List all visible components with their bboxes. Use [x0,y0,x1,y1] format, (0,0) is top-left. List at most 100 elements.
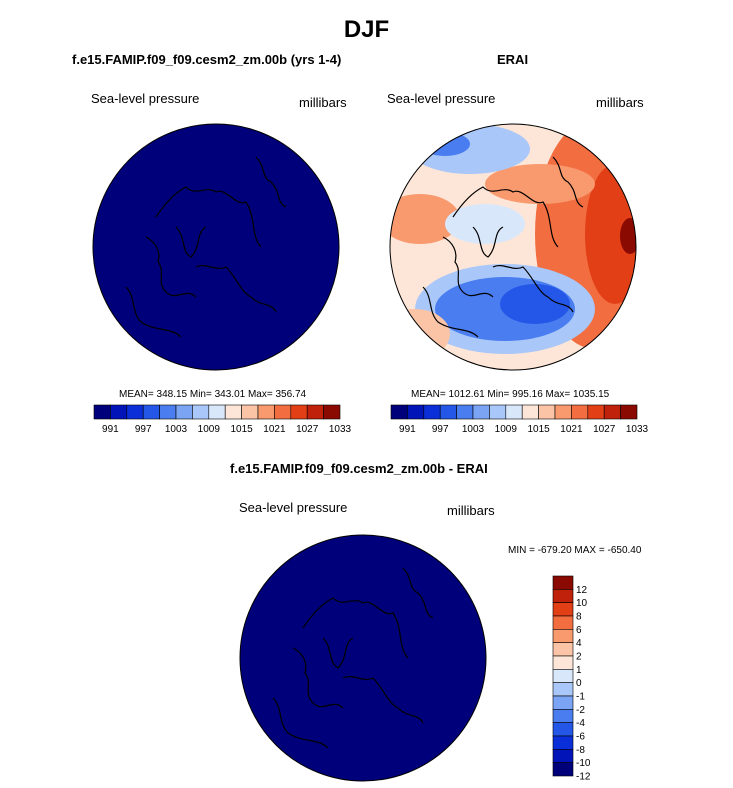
colorbar-tick-label: 991 [102,424,119,435]
colorbar-tick-label: 1 [576,665,582,676]
colorbar-tick-label: 0 [576,678,582,689]
colorbar-box [306,404,324,420]
coastline [125,286,182,338]
coastline [322,637,354,669]
colorbar-box [552,615,574,630]
colorbar-box [552,655,574,670]
model-stats: MEAN= 348.15 Min= 343.01 Max= 356.74 [119,389,307,400]
map-fill-group [240,535,486,781]
diff-stats: MIN = -679.20 MAX = -650.40 [508,545,642,556]
colorbar-tick-label: 1027 [296,424,319,435]
diff-polar-map [239,534,487,782]
obs-variable-label: Sea-level pressure [387,91,496,106]
colorbar-tick-label: 1015 [230,424,253,435]
colorbar-box [423,404,441,420]
map-fill-group [390,124,636,370]
coastline [452,186,559,248]
colorbar-box [552,602,574,617]
high-pressure-north [485,164,595,204]
colorbar-box [552,575,574,590]
colorbar-tick-label: -12 [576,772,591,783]
colorbar-tick-label: -8 [576,745,585,756]
colorbar-tick-label: -2 [576,705,585,716]
high-pressure-west [390,194,460,244]
colorbar-box [472,404,490,420]
coastline [442,236,494,298]
coastline [255,156,287,208]
obs-panel-title: ERAI [497,52,529,67]
colorbar-tick-label: 1009 [495,424,518,435]
figure-title: DJF [343,16,390,43]
colorbar-tick-label: 1003 [165,424,188,435]
high-pressure-max [620,218,636,254]
coastline [552,156,584,208]
coastline [195,264,277,313]
coastline [272,697,329,749]
neutral-region [445,204,525,244]
colorbar-tick-label: -4 [576,718,585,729]
colorbar-box [620,404,638,420]
colorbar-box [552,709,574,723]
colorbar-box [489,404,507,420]
model-units-label: millibars [299,95,347,110]
colorbar-box [175,404,193,420]
map-fill-group [93,124,339,370]
colorbar-box [407,404,425,420]
diff-panel-title: f.e15.FAMIP.f09_f09.cesm2_zm.00b - ERAI [230,461,488,476]
coastline [155,186,262,248]
colorbar-tick-label: -10 [576,758,591,769]
colorbar-tick-label: 1015 [527,424,550,435]
colorbar-box [224,404,242,420]
coastline [292,647,344,709]
colorbar-tick-label: 1003 [462,424,485,435]
colorbar-box [552,695,574,710]
colorbar-box [552,589,574,603]
model-variable-label: Sea-level pressure [91,91,200,106]
model-polar-map [92,123,340,371]
coastline [492,264,574,313]
colorbar-box [552,735,574,750]
coastline [402,567,434,619]
map-border [92,123,340,371]
colorbar-box [552,669,574,683]
colorbar-tick-label: 1027 [593,424,616,435]
colorbar-tick-label: 1033 [329,424,352,435]
colorbar-box [192,404,210,420]
colorbar-box [390,404,408,420]
colorbar-box [552,642,574,657]
colorbar-tick-label: 1021 [560,424,583,435]
obs-units-label: millibars [596,95,644,110]
model-colorbar: 991 997 1003 1009 1015 1021 1027 1033 [93,404,352,435]
colorbar-box [538,404,556,420]
colorbar-tick-label: 10 [576,598,588,609]
colorbar-box [552,722,574,737]
diff-variable-label: Sea-level pressure [239,500,348,515]
colorbar-tick-label: 8 [576,612,582,623]
colorbar-tick-label: 991 [399,424,416,435]
low-pressure-core [500,284,570,324]
coastline [145,236,197,298]
colorbar-tick-label: 6 [576,625,582,636]
colorbar-box [274,404,292,420]
obs-colorbar: 991 997 1003 1009 1015 1021 1027 1033 [390,404,649,435]
diff-units-label: millibars [447,503,495,518]
colorbar-box [110,404,128,420]
colorbar-box [552,629,574,643]
colorbar-box [552,682,574,697]
colorbar-box [126,404,144,420]
colorbar-box [439,404,457,420]
colorbar-box [290,404,308,420]
obs-stats: MEAN= 1012.61 Min= 995.16 Max= 1035.15 [411,389,610,400]
colorbar-tick-label: 1033 [626,424,649,435]
colorbar-box [159,404,177,420]
colorbar-box [552,749,574,763]
colorbar-box [208,404,226,420]
map-border [239,534,487,782]
coastline [472,226,504,258]
colorbar-box [93,404,111,420]
colorbar-tick-label: 997 [135,424,152,435]
colorbar-box [554,404,572,420]
model-panel-title: f.e15.FAMIP.f09_f09.cesm2_zm.00b (yrs 1-… [72,52,342,67]
colorbar-box [505,404,523,420]
obs-polar-map [389,123,637,371]
